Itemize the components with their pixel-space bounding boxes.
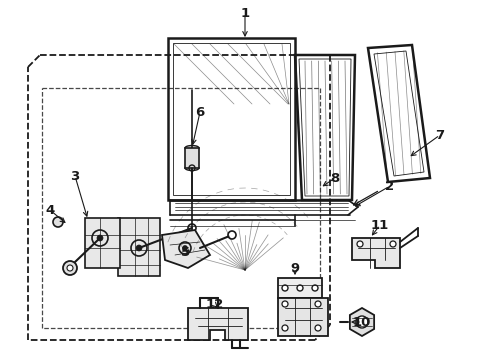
Circle shape [136,245,142,251]
Circle shape [282,325,288,331]
Circle shape [390,241,396,247]
Circle shape [315,301,321,307]
Circle shape [63,261,77,275]
Ellipse shape [185,166,199,171]
Circle shape [97,235,103,241]
Text: 7: 7 [436,129,444,141]
Polygon shape [352,238,400,268]
Polygon shape [188,308,248,340]
Circle shape [228,231,236,239]
Circle shape [315,325,321,331]
Text: 9: 9 [291,261,299,274]
Text: 12: 12 [206,298,224,311]
Bar [278,298,328,336]
Polygon shape [350,308,374,336]
Bar [185,148,199,168]
Polygon shape [162,230,210,268]
Bar [118,218,160,276]
Circle shape [282,285,288,291]
Circle shape [53,217,63,227]
Circle shape [357,241,363,247]
Circle shape [312,285,318,291]
Text: 10: 10 [353,315,371,328]
Circle shape [67,265,73,271]
Text: 3: 3 [71,170,79,183]
Circle shape [183,246,187,250]
Circle shape [356,316,368,328]
Text: 4: 4 [46,203,54,216]
Text: 2: 2 [386,180,394,193]
Text: 5: 5 [181,246,191,258]
Bar [278,278,322,298]
Circle shape [282,301,288,307]
Text: 8: 8 [330,171,340,185]
Circle shape [187,243,197,253]
Bar [85,218,120,268]
Text: 6: 6 [196,105,205,118]
Circle shape [297,285,303,291]
Ellipse shape [185,145,199,150]
Text: 11: 11 [371,219,389,231]
Text: 1: 1 [241,6,249,19]
